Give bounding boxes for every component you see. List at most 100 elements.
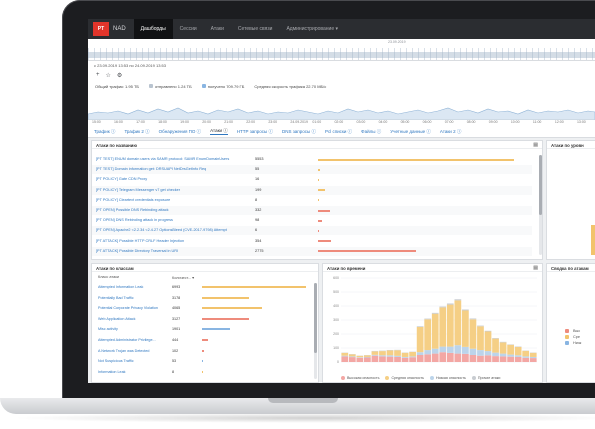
- class-row[interactable]: Attempted Information Leak 6993: [92, 283, 314, 291]
- time-bar-segment[interactable]: [409, 357, 416, 362]
- nav-administration[interactable]: Администрирование ▾: [286, 26, 339, 32]
- time-bar-segment[interactable]: [514, 355, 522, 357]
- time-bar-segment[interactable]: [371, 355, 379, 362]
- time-bar-segment[interactable]: [394, 355, 401, 357]
- time-bar-segment[interactable]: [484, 351, 492, 356]
- time-bar-segment[interactable]: [499, 356, 507, 362]
- panel-menu-icon[interactable]: ▤: [533, 142, 538, 148]
- time-bar-segment[interactable]: [386, 355, 394, 357]
- attack-name[interactable]: [PT OPEN] Possible DNS Rebinding attack: [96, 208, 169, 212]
- time-bar-segment[interactable]: [469, 355, 477, 362]
- time-bar-segment[interactable]: [439, 307, 447, 347]
- time-bar-segment[interactable]: [462, 309, 469, 311]
- dashboard-tab[interactable]: Обнаружения ПО ⓘ: [158, 128, 202, 134]
- attack-row[interactable]: [PT OPEN] Possible DNS Rebinding attack 3…: [92, 206, 532, 215]
- attack-name[interactable]: [PT ATTACK] Possible Directory Traversal…: [96, 248, 179, 253]
- attack-name[interactable]: [PT POLICY] Telegram Messenger v7 get ch…: [96, 187, 181, 192]
- attack-row[interactable]: [PT POLICY] Cleartext credentials exposu…: [92, 196, 532, 205]
- attack-name[interactable]: [PT POLICY] Cleartext credentials exposu…: [96, 197, 171, 202]
- dashboard-tab[interactable]: Трафик 2 ⓘ: [124, 128, 150, 134]
- attack-row[interactable]: [PT OPEN] Apache2 <2.2.34 <2.4.27 Option…: [92, 226, 532, 236]
- time-bar-segment[interactable]: [446, 303, 454, 305]
- class-scrollthumb[interactable]: [314, 283, 317, 353]
- time-bar-segment[interactable]: [341, 352, 349, 356]
- time-bar-segment[interactable]: [371, 354, 379, 356]
- time-bar-segment[interactable]: [477, 325, 484, 327]
- time-bar-segment[interactable]: [469, 348, 477, 355]
- col-class-header[interactable]: Класс атаки: [98, 275, 120, 279]
- class-name[interactable]: Attempted Administrator Privilege...: [98, 338, 156, 342]
- time-bar-segment[interactable]: [469, 318, 477, 320]
- time-bar-segment[interactable]: [394, 350, 401, 356]
- time-bar-segment[interactable]: [454, 300, 462, 346]
- legend-item[interactable]: Высокая опасность: [341, 376, 379, 381]
- time-bar-segment[interactable]: [454, 299, 462, 301]
- class-name[interactable]: Potential Corporate Privacy Violation: [98, 306, 158, 311]
- dashboard-tab[interactable]: Атаки ⓘ: [210, 128, 228, 135]
- time-bar-segment[interactable]: [431, 313, 439, 349]
- time-bar-segment[interactable]: [371, 351, 379, 355]
- timeline-selected-range[interactable]: [88, 52, 595, 58]
- time-bar-segment[interactable]: [431, 312, 439, 314]
- time-bar-segment[interactable]: [386, 350, 394, 356]
- attack-row[interactable]: [PT TEST] Domain information get: DRSUAP…: [92, 165, 532, 175]
- time-bar-segment[interactable]: [439, 306, 447, 308]
- class-name[interactable]: Attempted Information Leak: [98, 285, 144, 289]
- dashboard-tab[interactable]: Атаки 2 ⓘ: [439, 128, 462, 134]
- attack-row[interactable]: [PT ATTACK] Possible HTTP CRLF Header In…: [92, 237, 532, 246]
- attacks-scrollthumb[interactable]: [539, 155, 542, 215]
- time-bar-segment[interactable]: [477, 350, 484, 356]
- class-row[interactable]: Not Suspicious Traffic 53: [92, 357, 314, 365]
- nav-dashboards[interactable]: Дашборды: [133, 19, 173, 39]
- gear-icon[interactable]: ⚙: [116, 72, 123, 79]
- time-bar-segment[interactable]: [364, 356, 371, 358]
- time-bar-segment[interactable]: [492, 352, 499, 357]
- class-scrollbar[interactable]: [314, 283, 317, 379]
- time-bar-segment[interactable]: [499, 341, 507, 343]
- time-bar-segment[interactable]: [477, 326, 484, 351]
- time-bar-segment[interactable]: [416, 327, 424, 353]
- dashboard-tab[interactable]: Pcl списки ⓘ: [324, 128, 353, 134]
- class-row[interactable]: A Network Trojan was Detected 102: [92, 347, 314, 355]
- dashboard-tab[interactable]: DNS запросы ⓘ: [281, 128, 316, 134]
- time-bar-segment[interactable]: [356, 357, 364, 362]
- time-bar-segment[interactable]: [446, 304, 454, 347]
- class-row[interactable]: Potential Corporate Privacy Violation 406…: [92, 304, 314, 312]
- time-bar-segment[interactable]: [499, 342, 507, 354]
- time-bar-segment[interactable]: [522, 356, 530, 358]
- panel-menu-icon[interactable]: ▤: [533, 265, 538, 271]
- time-bar-segment[interactable]: [507, 354, 514, 357]
- time-bar-segment[interactable]: [446, 352, 454, 362]
- dashboard-tab[interactable]: Файлы ⓘ: [361, 128, 382, 134]
- star-icon[interactable]: ☆: [105, 72, 111, 79]
- time-bar-segment[interactable]: [492, 356, 499, 362]
- time-bar-segment[interactable]: [341, 355, 349, 357]
- time-bar-segment[interactable]: [424, 350, 432, 355]
- time-bar-segment[interactable]: [477, 355, 484, 362]
- time-bar-segment[interactable]: [522, 350, 530, 357]
- nav-attacks[interactable]: Атаки: [210, 26, 224, 32]
- nav-network-links[interactable]: Сетевые связи: [237, 26, 273, 32]
- time-bar-segment[interactable]: [529, 352, 537, 357]
- attack-name[interactable]: [PT OPEN] DNS Rebinding attack in progre…: [96, 218, 173, 223]
- legend-item[interactable]: Прочие атаки: [471, 376, 500, 381]
- legend-item[interactable]: Средняя опасность: [385, 376, 424, 381]
- class-row[interactable]: Potentially Bad Traffic 3178: [92, 294, 314, 302]
- nav-sessions[interactable]: Сессии: [179, 26, 197, 32]
- attacks-scrollbar[interactable]: [539, 155, 542, 255]
- time-bar-segment[interactable]: [348, 354, 356, 357]
- time-bar-segment[interactable]: [401, 356, 409, 358]
- time-bar-segment[interactable]: [348, 356, 356, 358]
- time-bar-segment[interactable]: [462, 353, 469, 362]
- time-bar-segment[interactable]: [529, 356, 537, 359]
- attack-row[interactable]: [PT POLICY] Gate CDN Proxy 16: [92, 175, 532, 184]
- time-bar-segment[interactable]: [507, 356, 514, 362]
- time-bar-segment[interactable]: [439, 352, 447, 362]
- time-bar-segment[interactable]: [484, 330, 492, 332]
- class-name[interactable]: Not Suspicious Traffic: [98, 359, 134, 364]
- attack-row[interactable]: [PT OPEN] DNS Rebinding attack in progre…: [92, 216, 532, 225]
- time-bar-segment[interactable]: [409, 356, 416, 358]
- attack-name[interactable]: [PT OPEN] Apache2 <2.2.34 <2.4.27 Option…: [96, 228, 227, 233]
- time-bar-segment[interactable]: [401, 357, 409, 362]
- time-bar-segment[interactable]: [356, 357, 364, 358]
